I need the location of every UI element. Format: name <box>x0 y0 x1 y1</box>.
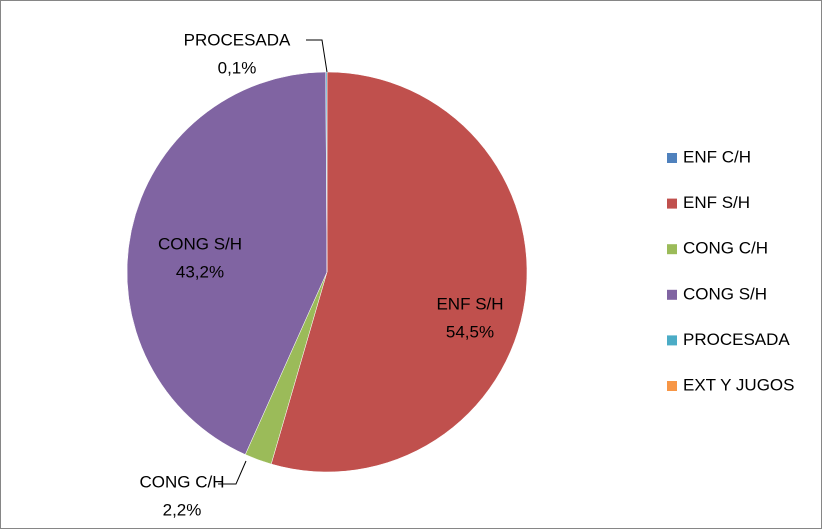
legend-swatch <box>667 289 677 300</box>
data-label-category: CONG S/H <box>158 234 242 253</box>
leader-line <box>306 39 328 73</box>
data-label-value: 2,2% <box>163 500 202 519</box>
pie-slice <box>270 71 528 473</box>
legend-swatch <box>667 381 677 391</box>
legend-label: PROCESADA <box>683 330 790 349</box>
leader-line <box>218 460 247 485</box>
data-label-category: ENF S/H <box>436 294 503 313</box>
data-label-value: 0,1% <box>218 58 257 77</box>
legend-label: CONG S/H <box>683 284 767 303</box>
legend-label: EXT Y JUGOS <box>683 375 795 394</box>
data-label-category: CONG C/H <box>140 472 225 491</box>
legend-swatch <box>667 335 677 346</box>
data-label-value: 43,2% <box>176 262 224 281</box>
legend-label: ENF C/H <box>683 147 751 166</box>
pie-slice <box>126 71 328 455</box>
legend-swatch <box>667 244 677 255</box>
legend-swatch <box>667 153 677 163</box>
legend-label: CONG C/H <box>683 239 768 258</box>
legend-label: ENF S/H <box>683 193 750 212</box>
data-label-value: 54,5% <box>446 322 494 341</box>
data-label-category: PROCESADA <box>184 30 291 49</box>
legend-swatch <box>667 198 677 209</box>
